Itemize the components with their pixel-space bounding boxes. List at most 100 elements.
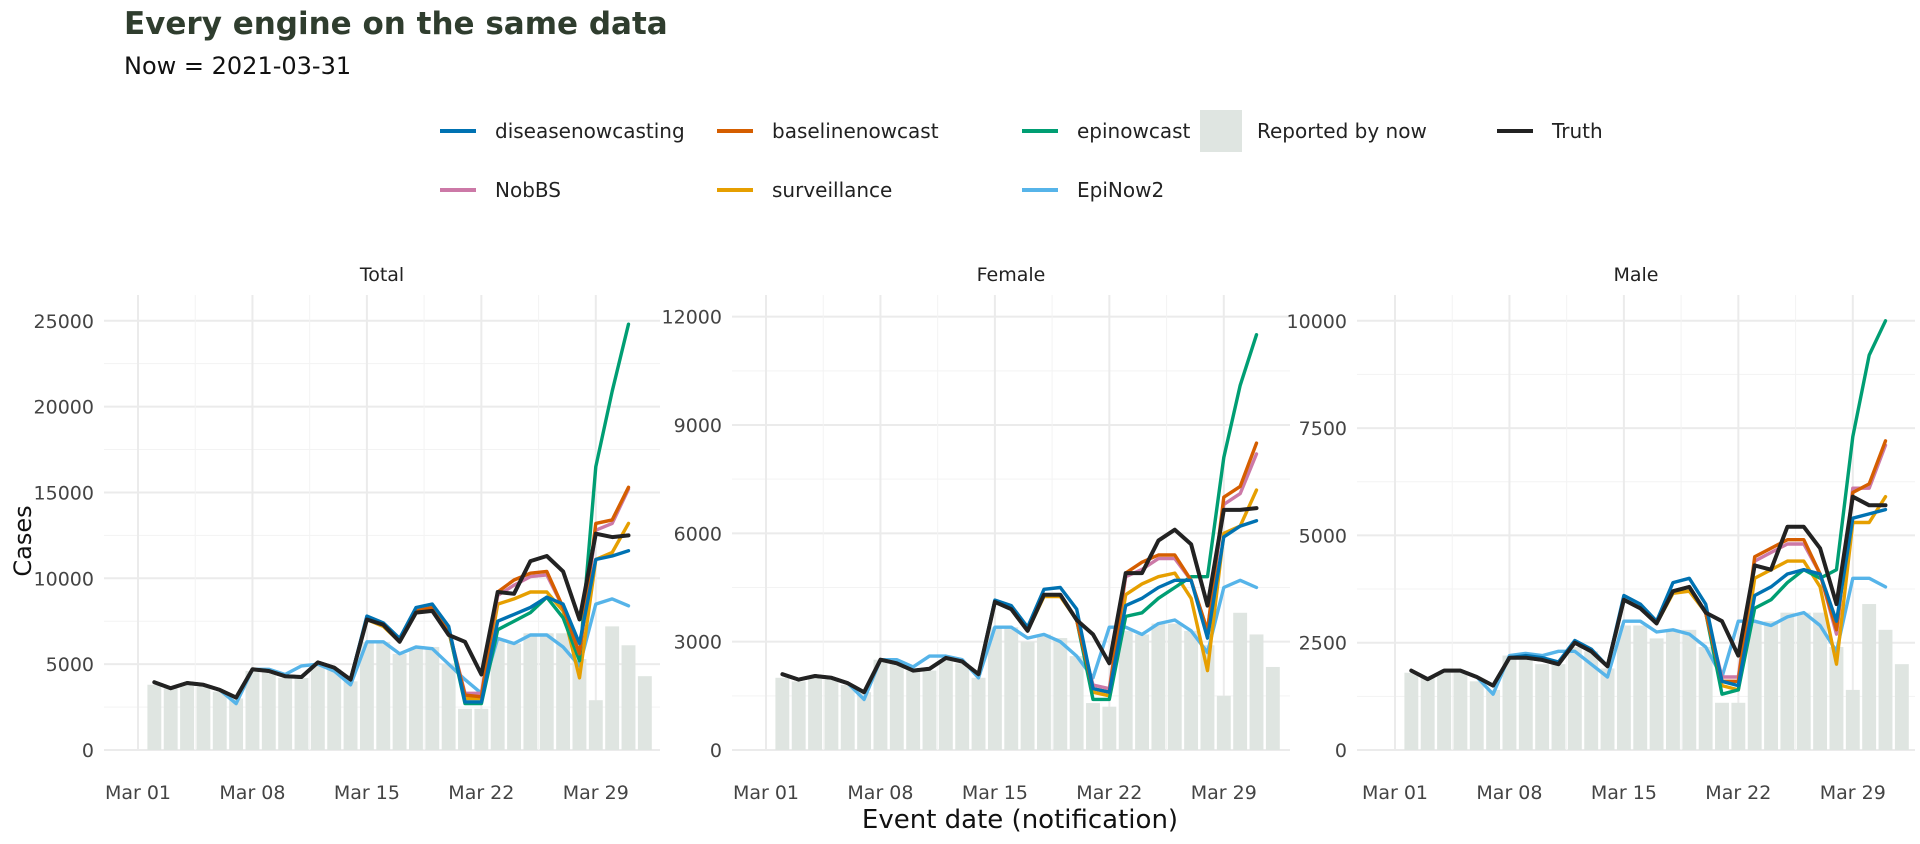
bar-reported [1102, 706, 1117, 750]
bar-reported [261, 672, 276, 750]
series-line-epinow2 [1409, 576, 1888, 696]
bar-reported [922, 670, 937, 750]
bar-reported [1518, 659, 1533, 750]
y-tick-label: 5000 [46, 654, 94, 676]
chart-title: Every engine on the same data [124, 6, 668, 42]
bar-reported [987, 627, 1002, 750]
bar-reported [1682, 629, 1697, 750]
bar-reported [840, 685, 855, 750]
legend: diseasenowcasting baselinenowcast epinowca… [440, 110, 1603, 202]
y-tick-label: 7500 [1299, 418, 1347, 440]
bar-reported [1698, 646, 1713, 750]
y-tick-label: 0 [710, 740, 722, 762]
legend-label-baselinenowcast: baselinenowcast [772, 119, 939, 143]
legend-label-surveillance: surveillance [772, 178, 892, 202]
bar-reported [889, 663, 904, 750]
y-tick-label: 0 [1335, 740, 1347, 762]
bar-reported [1829, 646, 1844, 750]
legend-label-reported-by-now: Reported by now [1257, 119, 1427, 143]
y-tick-label: 25000 [34, 311, 94, 333]
y-tick-label: 3000 [674, 632, 722, 654]
panel-title-female: Female [977, 264, 1046, 286]
bar-reported [1469, 681, 1484, 750]
bar-reported [1584, 651, 1599, 750]
x-tick-label: Mar 22 [1076, 782, 1142, 804]
bar-reported [474, 708, 489, 750]
y-tick-label: 10000 [34, 568, 94, 590]
bar-reported [1567, 646, 1582, 750]
y-tick-label: 12000 [662, 307, 722, 329]
bar-reported [1037, 634, 1051, 750]
bar-reported [1600, 668, 1615, 750]
chart-subtitle: Now = 2021-03-31 [124, 52, 352, 80]
legend-item-epinowcast: epinowcast [1022, 119, 1190, 143]
bar-reported [1845, 689, 1860, 750]
legend-item-baselinenowcast: baselinenowcast [717, 119, 939, 143]
y-tick-label: 15000 [34, 482, 94, 504]
bar-reported [1878, 629, 1893, 750]
bar-reported [523, 633, 538, 750]
bar-reported [294, 677, 309, 750]
bar-reported [1216, 695, 1231, 750]
x-tick-label: Mar 08 [219, 782, 285, 804]
bar-reported [857, 692, 872, 750]
lines-male [1409, 319, 1888, 696]
bar-reported [229, 698, 244, 750]
x-tick-label: Mar 01 [105, 782, 171, 804]
series-line-truth [1409, 494, 1888, 688]
panel-total: Total 0 5000 10000 15000 20000 25000 Mar 01 Mar … [34, 264, 660, 804]
bar-reported [1265, 666, 1280, 750]
x-tick-label: Mar 29 [1820, 782, 1886, 804]
bar-reported [458, 708, 472, 750]
bar-reported [1731, 702, 1746, 750]
bar-reported [376, 641, 391, 750]
series-line-epinow2 [780, 578, 1259, 702]
bar-reported [588, 700, 603, 750]
bar-reported [556, 633, 571, 750]
bar-reported [955, 663, 970, 750]
lines-total [152, 322, 631, 706]
bar-reported [808, 677, 822, 750]
y-tick-label: 2500 [1299, 633, 1347, 655]
x-tick-label: Mar 01 [1362, 782, 1428, 804]
panel-female: Female 0 3000 6000 9000 12000 Mar 01 Mar 08 Mar … [662, 264, 1290, 804]
bar-reported [327, 669, 342, 750]
legend-label-truth: Truth [1551, 119, 1603, 143]
bar-reported [1233, 612, 1248, 750]
bar-reported [245, 671, 260, 750]
bar-reported [1249, 634, 1264, 750]
bar-reported [1151, 623, 1166, 750]
bar-reported [343, 681, 358, 750]
legend-item-diseasenowcasting: diseasenowcasting [440, 119, 685, 143]
bar-reported [1616, 625, 1631, 750]
bar-reported [1020, 641, 1035, 750]
bar-reported [1184, 630, 1199, 750]
bar-reported [824, 677, 839, 750]
bar-reported [1649, 638, 1664, 750]
bar-reported [1862, 604, 1877, 750]
legend-swatch-reported-by-now [1200, 110, 1242, 152]
y-tick-label: 20000 [34, 397, 94, 419]
bar-reported [1053, 638, 1068, 750]
bar-reported [1404, 672, 1419, 750]
bar-reported [163, 688, 178, 750]
bar-reported [539, 633, 554, 750]
lines-female [780, 333, 1259, 702]
bar-reported [1069, 656, 1084, 750]
bar-reported [1486, 689, 1501, 750]
bar-reported [1764, 621, 1778, 750]
bar-reported [572, 659, 587, 750]
y-axis-label: Cases [9, 505, 37, 576]
bar-reported [971, 677, 986, 750]
y-tick-label: 5000 [1299, 525, 1347, 547]
bar-reported [490, 640, 505, 750]
x-axis-label: Event date (notification) [862, 805, 1178, 835]
bar-reported [791, 681, 806, 750]
bar-reported [1420, 677, 1435, 750]
bar-reported [1715, 702, 1729, 750]
bar-reported [1666, 629, 1680, 750]
bar-reported [775, 677, 790, 750]
legend-item-nobbs: NobBS [440, 178, 561, 202]
